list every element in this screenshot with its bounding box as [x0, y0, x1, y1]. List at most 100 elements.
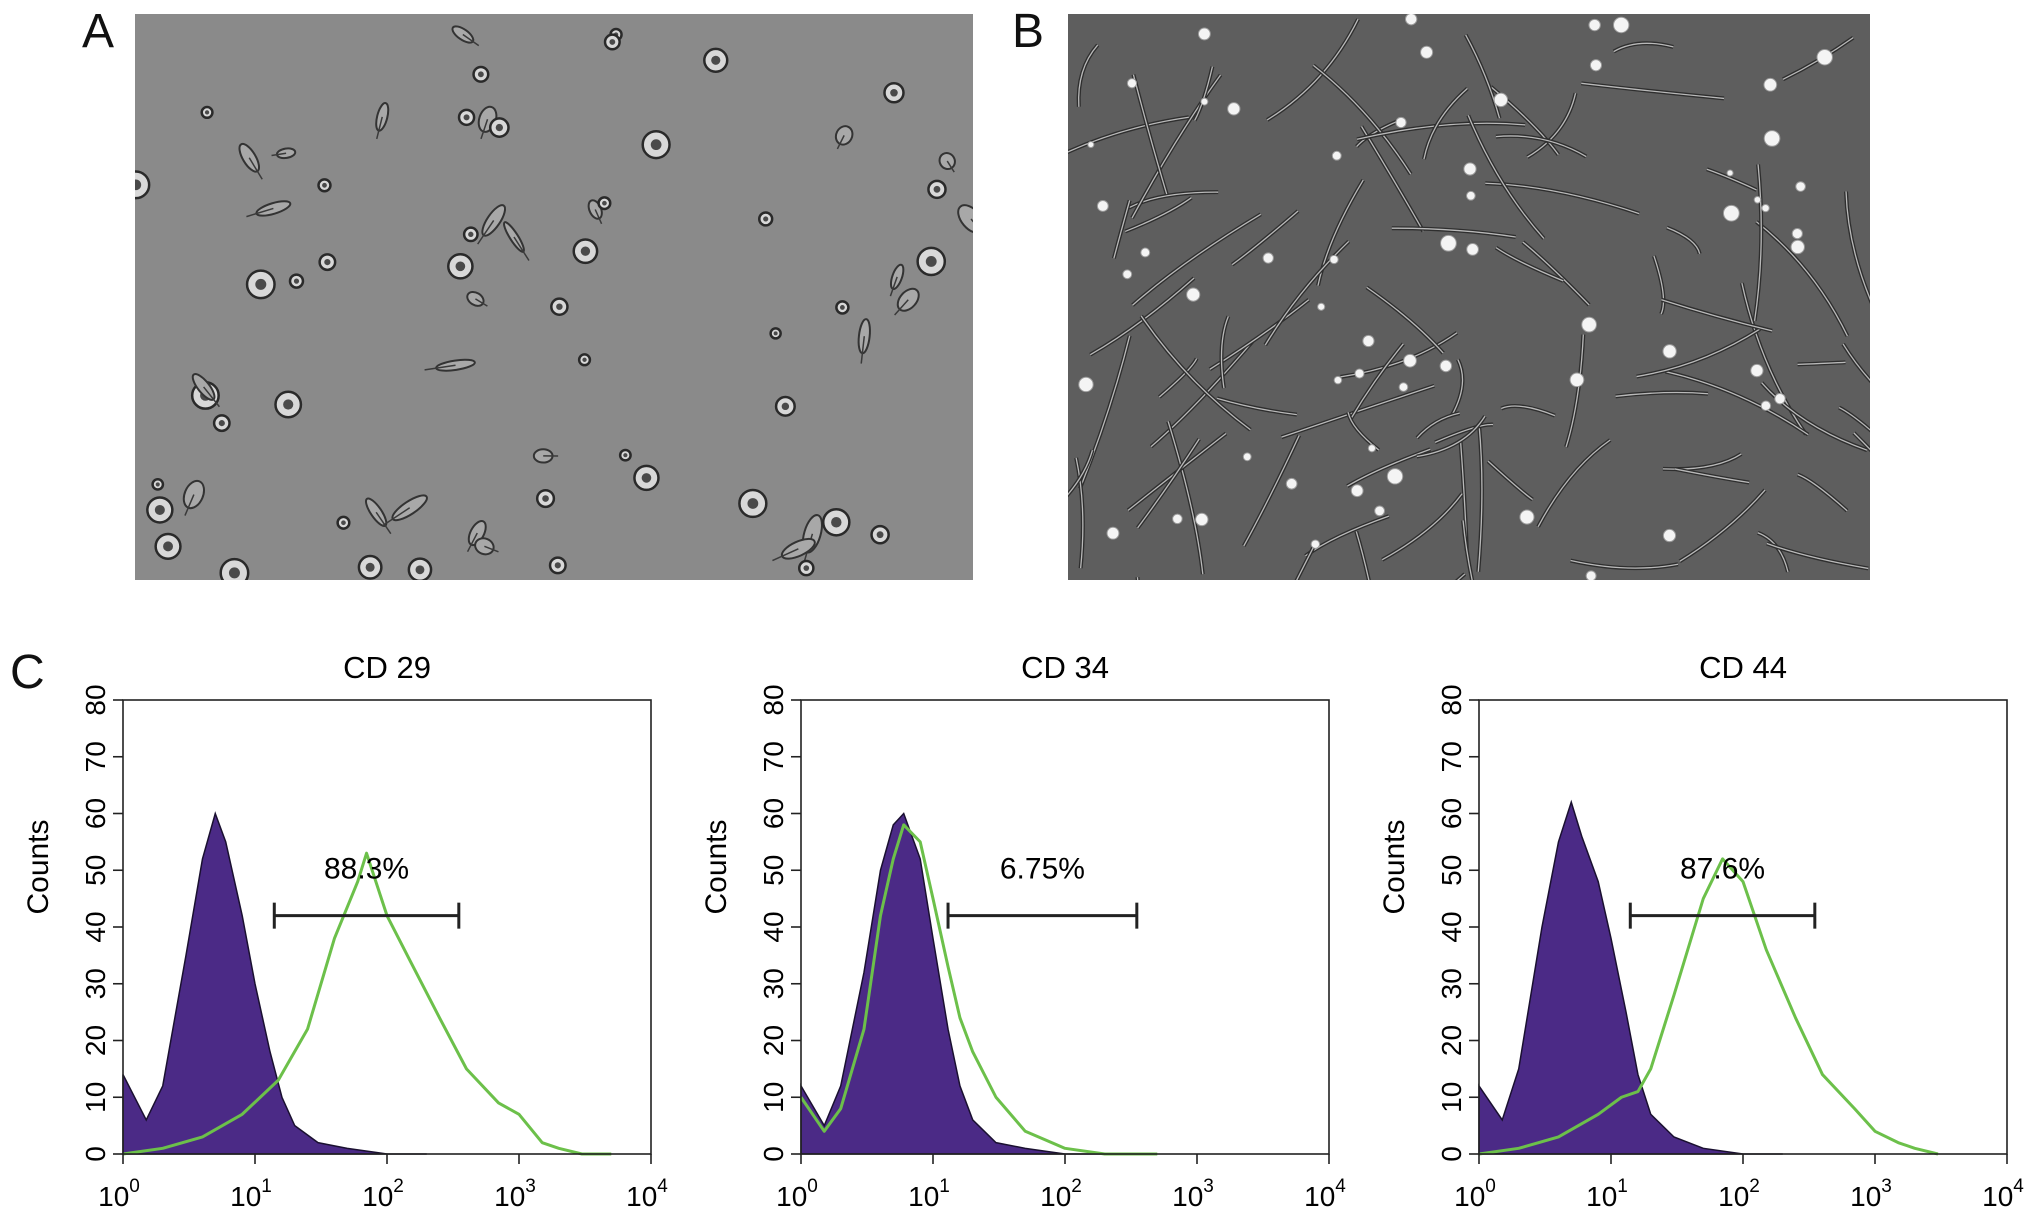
- cell: [459, 110, 474, 125]
- x-tick-label: 100: [776, 1176, 818, 1212]
- bright-cell: [1520, 510, 1534, 524]
- bright-cell: [1817, 50, 1832, 65]
- x-tick-label: 101: [230, 1176, 272, 1212]
- y-axis-label: Counts: [1378, 819, 1411, 914]
- y-tick-label: 40: [1436, 911, 1467, 942]
- bright-cell: [1467, 191, 1476, 200]
- bright-cell: [1079, 377, 1093, 391]
- cell: [153, 479, 163, 489]
- cell: [836, 301, 848, 313]
- y-tick-label: 80: [758, 684, 789, 715]
- cell: [214, 415, 229, 430]
- y-tick-label: 60: [758, 798, 789, 829]
- cell: [359, 556, 381, 578]
- cell: [490, 118, 508, 136]
- bright-cell: [1589, 19, 1600, 30]
- bright-cell: [1201, 98, 1208, 105]
- bright-cell: [1123, 270, 1132, 279]
- micrograph-b: [1068, 14, 1870, 580]
- cell: [551, 299, 567, 315]
- bright-cell: [1399, 383, 1408, 392]
- y-tick-label: 50: [1436, 855, 1467, 886]
- bright-cell: [1590, 60, 1601, 71]
- cell: [464, 228, 477, 241]
- gate-percentage-label: 88.3%: [324, 853, 409, 886]
- bright-cell: [1318, 303, 1325, 310]
- cell: [872, 526, 889, 543]
- cell: [599, 197, 611, 209]
- cell: [771, 328, 781, 338]
- y-tick-label: 70: [1436, 741, 1467, 772]
- x-tick-label: 101: [1586, 1176, 1628, 1212]
- bright-cell: [1421, 46, 1433, 58]
- bright-cell: [1228, 103, 1240, 115]
- bright-cell: [1791, 240, 1804, 253]
- bright-cell: [1187, 288, 1200, 301]
- chart-title: CD 44: [1699, 650, 1787, 685]
- bright-cell: [1107, 527, 1119, 539]
- bright-cell: [1440, 360, 1452, 372]
- y-tick-label: 20: [758, 1025, 789, 1056]
- x-tick-label: 102: [1718, 1176, 1760, 1212]
- y-tick-label: 30: [80, 968, 111, 999]
- bright-cell: [1761, 401, 1771, 411]
- bright-cell: [1311, 540, 1319, 548]
- cell: [643, 131, 670, 158]
- y-tick-label: 40: [758, 911, 789, 942]
- chart-title: CD 29: [343, 650, 431, 685]
- y-tick-label: 60: [1436, 798, 1467, 829]
- cell: [319, 179, 331, 191]
- bright-cell: [1263, 253, 1273, 263]
- y-tick-label: 70: [80, 741, 111, 772]
- bright-cell: [1387, 469, 1402, 484]
- bright-cell: [1330, 255, 1338, 263]
- cell: [620, 450, 630, 460]
- bright-cell: [1727, 170, 1733, 176]
- gate-percentage-label: 87.6%: [1680, 853, 1765, 886]
- cell: [884, 83, 903, 102]
- cell: [474, 67, 489, 82]
- cell: [579, 354, 590, 365]
- y-tick-label: 20: [1436, 1025, 1467, 1056]
- y-tick-label: 50: [80, 855, 111, 886]
- y-tick-label: 80: [1436, 684, 1467, 715]
- panel-label-a: A: [82, 4, 114, 59]
- cell: [574, 240, 597, 263]
- panel-label-b: B: [1012, 4, 1044, 59]
- bright-cell: [1332, 151, 1341, 160]
- cell: [247, 271, 274, 298]
- y-tick-label: 60: [80, 798, 111, 829]
- cell: [320, 254, 336, 270]
- x-tick-label: 102: [1040, 1176, 1082, 1212]
- x-tick-label: 101: [908, 1176, 950, 1212]
- bright-cell: [1355, 369, 1364, 378]
- x-tick-label: 103: [1850, 1176, 1892, 1212]
- y-axis-label: Counts: [22, 819, 55, 914]
- y-tick-label: 30: [1436, 968, 1467, 999]
- cell: [147, 497, 172, 522]
- bright-cell: [1196, 513, 1208, 525]
- cell: [739, 490, 766, 517]
- cell: [275, 392, 300, 417]
- cell: [290, 275, 303, 288]
- bright-cell: [1405, 14, 1416, 25]
- cell: [704, 49, 727, 72]
- bright-cell: [1663, 529, 1675, 541]
- y-axis-label: Counts: [700, 819, 733, 914]
- bright-cell: [1368, 445, 1375, 452]
- cell: [338, 517, 350, 529]
- x-tick-label: 103: [1172, 1176, 1214, 1212]
- x-tick-label: 104: [1304, 1176, 1346, 1212]
- bright-cell: [1754, 196, 1761, 203]
- y-tick-label: 10: [80, 1082, 111, 1113]
- bright-cell: [1141, 248, 1150, 257]
- bright-cell: [1582, 317, 1597, 332]
- cell: [799, 561, 813, 575]
- x-tick-label: 100: [98, 1176, 140, 1212]
- bright-cell: [1396, 117, 1406, 127]
- cell: [823, 509, 849, 535]
- bright-cell: [1173, 514, 1183, 524]
- bright-cell: [1796, 182, 1806, 192]
